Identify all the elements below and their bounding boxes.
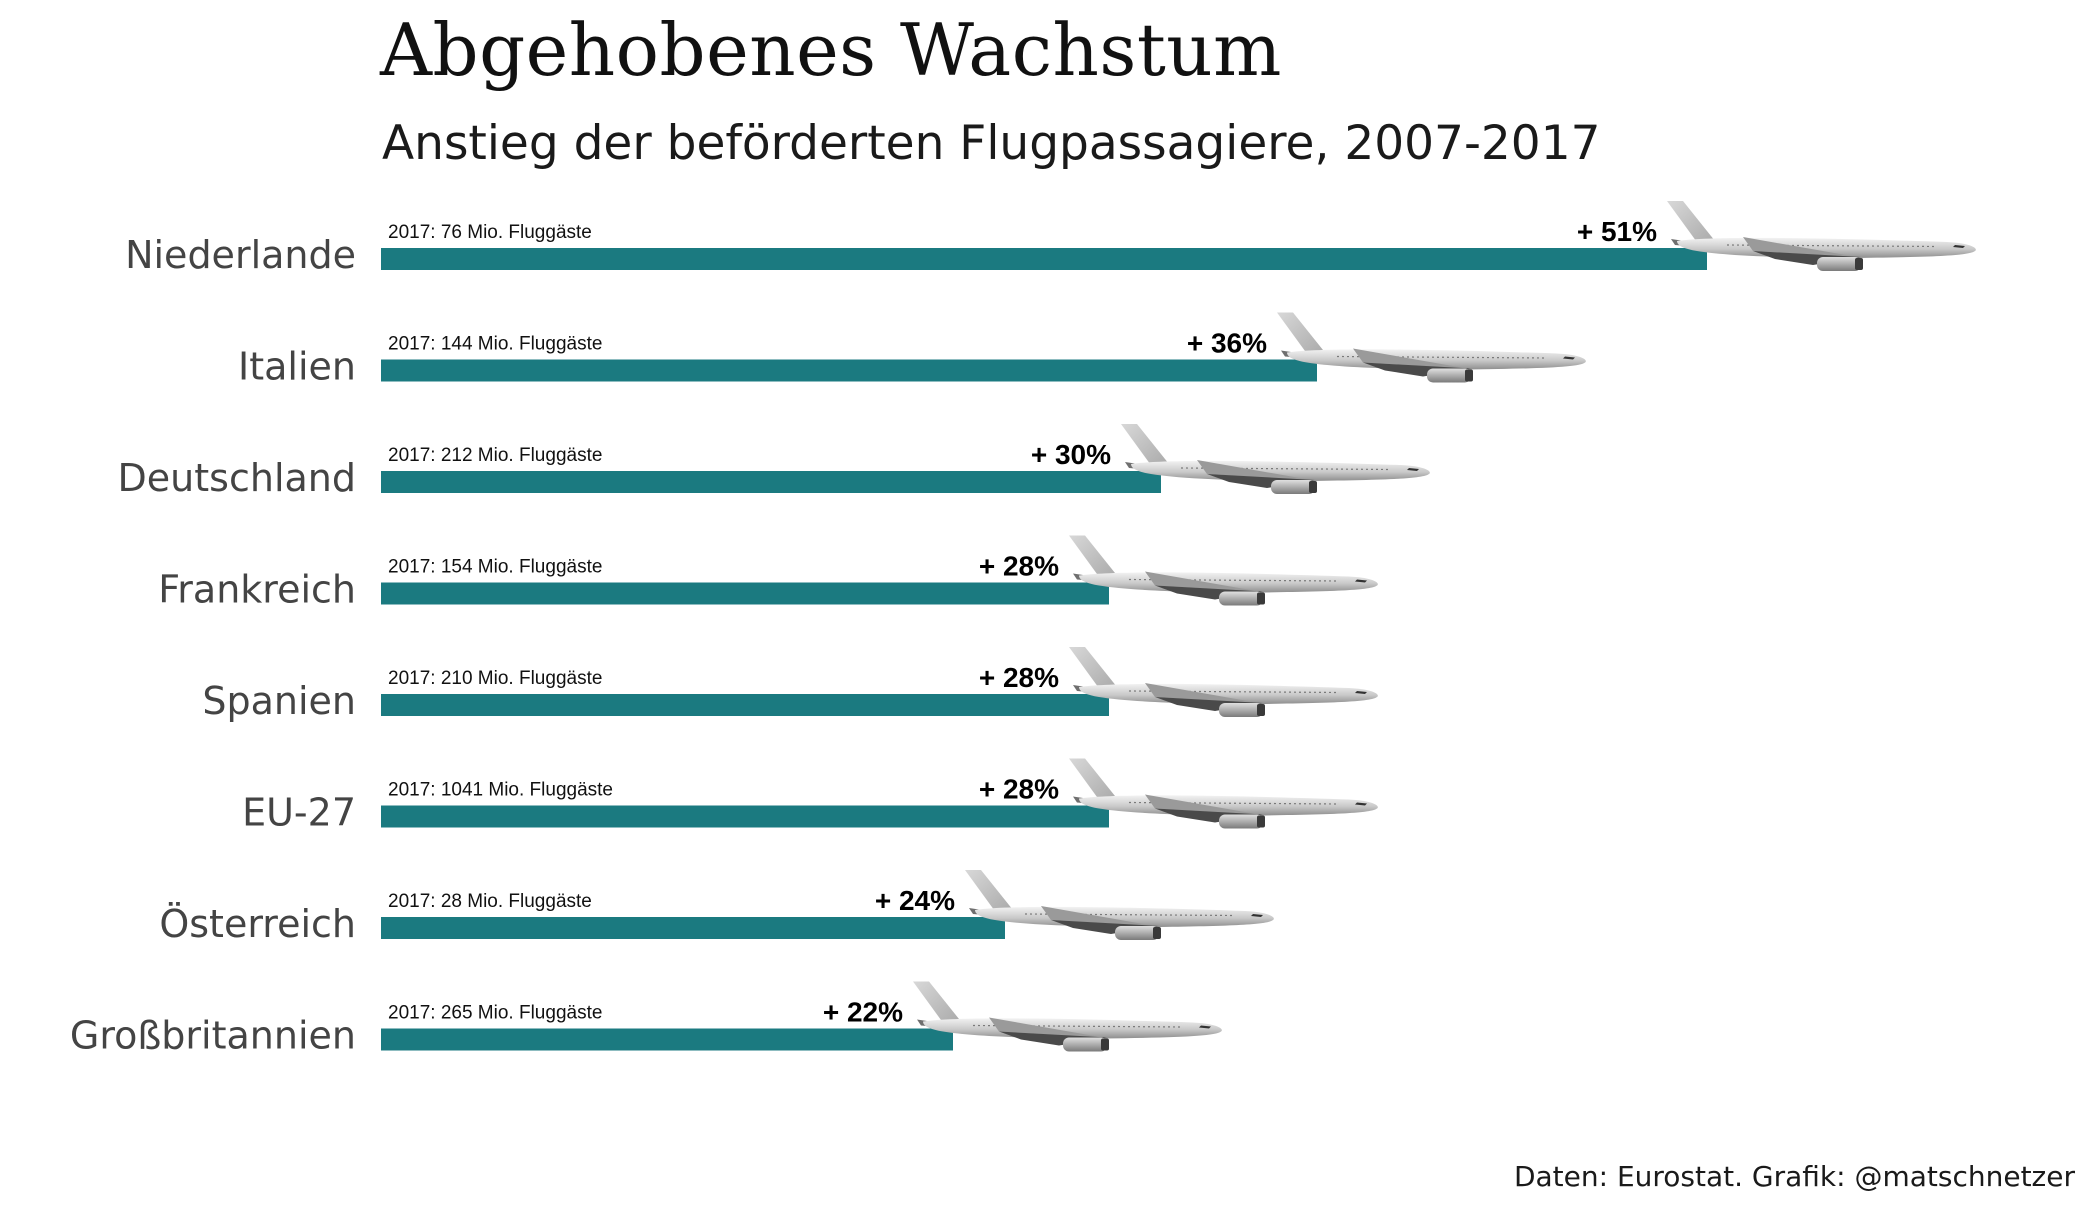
value-label: + 28% — [979, 662, 1059, 693]
bar-row: Österreich 2017: 28 Mio. Fluggäste + 24% — [159, 869, 1275, 946]
category-label: Spanien — [202, 679, 356, 723]
airplane-icon — [1068, 757, 1379, 830]
bar — [381, 805, 1109, 828]
bars-layer: Niederlande 2017: 76 Mio. Fluggäste + 51% I… — [70, 200, 1977, 1058]
bar — [381, 359, 1317, 382]
airplane-icon — [1276, 311, 1587, 384]
bar — [381, 694, 1109, 716]
bar — [381, 1028, 953, 1051]
bar-row: Großbritannien 2017: 265 Mio. Fluggäste + … — [70, 980, 1223, 1058]
category-label: Großbritannien — [70, 1014, 356, 1058]
bar-row: Spanien 2017: 210 Mio. Fluggäste + 28% — [202, 646, 1379, 723]
category-label: Österreich — [159, 902, 356, 946]
value-label: + 51% — [1577, 216, 1657, 247]
bar-row: Deutschland 2017: 212 Mio. Fluggäste + 30% — [118, 423, 1431, 500]
bar-row: EU-27 2017: 1041 Mio. Fluggäste + 28% — [242, 757, 1379, 835]
bar-row: Niederlande 2017: 76 Mio. Fluggäste + 51% — [125, 200, 1977, 277]
bar — [381, 582, 1109, 605]
value-label: + 28% — [979, 774, 1059, 805]
bar-row: Italien 2017: 144 Mio. Fluggäste + 36% — [238, 311, 1587, 389]
bar-row: Frankreich 2017: 154 Mio. Fluggäste + 28% — [158, 534, 1379, 612]
airplane-icon — [912, 980, 1223, 1053]
category-label: EU-27 — [242, 791, 356, 835]
value-label: + 24% — [875, 885, 955, 916]
passenger-label: 2017: 210 Mio. Fluggäste — [388, 668, 602, 689]
passenger-label: 2017: 212 Mio. Fluggäste — [388, 445, 602, 466]
category-label: Frankreich — [158, 568, 356, 612]
bar — [381, 917, 1005, 939]
passenger-label: 2017: 1041 Mio. Fluggäste — [388, 780, 613, 801]
source-note: Daten: Eurostat. Grafik: @matschnetzer — [1513, 1160, 2075, 1193]
passenger-label: 2017: 265 Mio. Fluggäste — [388, 1003, 602, 1024]
chart-title: Abgehobenes Wachstum — [380, 8, 1282, 92]
bar — [381, 471, 1161, 493]
value-label: + 36% — [1187, 328, 1267, 359]
category-label: Deutschland — [118, 456, 356, 500]
passenger-label: 2017: 28 Mio. Fluggäste — [388, 891, 592, 912]
airplane-icon — [964, 869, 1275, 941]
passenger-label: 2017: 154 Mio. Fluggäste — [388, 557, 602, 578]
airplane-icon — [1666, 200, 1977, 272]
passenger-label: 2017: 144 Mio. Fluggäste — [388, 334, 602, 355]
value-label: + 30% — [1031, 439, 1111, 470]
passenger-label: 2017: 76 Mio. Fluggäste — [388, 222, 592, 243]
airplane-icon — [1068, 534, 1379, 607]
value-label: + 28% — [979, 551, 1059, 582]
category-label: Niederlande — [125, 233, 356, 277]
chart-subtitle: Anstieg der beförderten Flugpassagiere, … — [382, 116, 1601, 171]
bar — [381, 248, 1707, 270]
value-label: + 22% — [823, 997, 903, 1028]
airplane-icon — [1068, 646, 1379, 718]
category-label: Italien — [238, 345, 356, 389]
airplane-icon — [1120, 423, 1431, 495]
